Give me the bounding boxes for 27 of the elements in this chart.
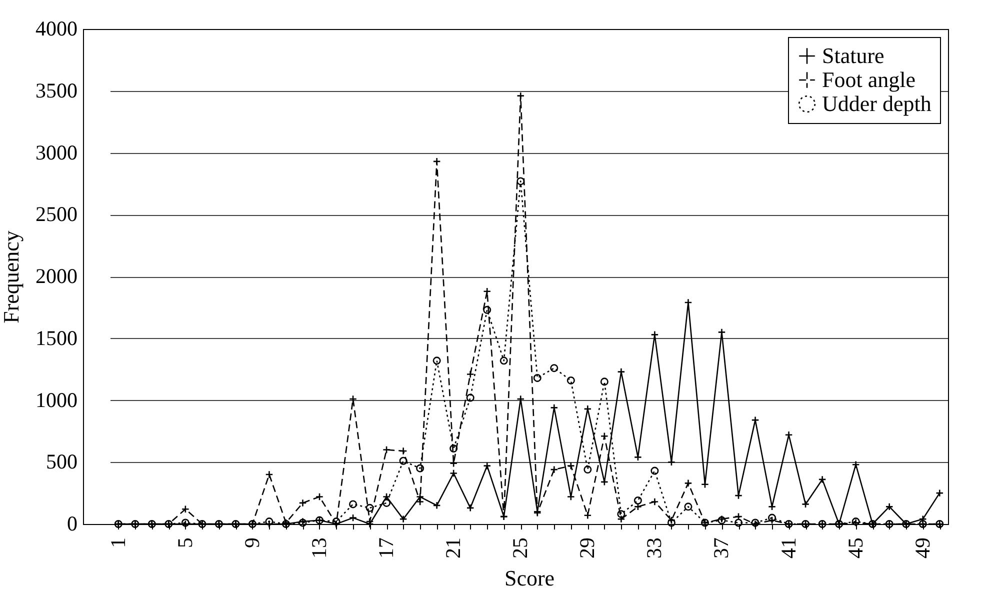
x-axis-title: Score xyxy=(504,566,555,590)
x-tick-label: 21 xyxy=(441,538,466,558)
x-tick-label: 37 xyxy=(709,538,734,558)
y-tick-label: 2000 xyxy=(36,264,78,288)
x-tick-label: 45 xyxy=(843,538,868,558)
y-tick-label: 1000 xyxy=(36,388,78,412)
y-tick-label: 4000 xyxy=(36,16,78,40)
x-tick-label: 1 xyxy=(106,538,130,548)
legend-label: Stature xyxy=(822,43,884,68)
x-tick-label: 49 xyxy=(910,538,934,558)
legend-label: Foot angle xyxy=(822,67,916,92)
x-tick-label: 13 xyxy=(307,538,331,558)
y-tick-label: 3500 xyxy=(36,78,78,102)
x-tick-label: 33 xyxy=(642,538,666,558)
y-tick-label: 500 xyxy=(46,450,78,474)
x-tick-label: 29 xyxy=(575,538,600,558)
legend-label: Udder depth xyxy=(822,91,932,116)
x-tick-label: 9 xyxy=(240,538,264,548)
y-tick-label: 0 xyxy=(67,512,78,536)
y-tick-label: 1500 xyxy=(36,326,78,350)
x-tick-label: 17 xyxy=(374,538,398,558)
x-tick-label: 5 xyxy=(172,538,197,548)
y-axis-title: Frequency xyxy=(0,230,24,324)
y-tick-label: 2500 xyxy=(36,202,78,226)
x-tick-label: 25 xyxy=(508,538,532,558)
y-tick-label: 3000 xyxy=(36,140,78,164)
x-tick-label: 41 xyxy=(776,538,800,558)
